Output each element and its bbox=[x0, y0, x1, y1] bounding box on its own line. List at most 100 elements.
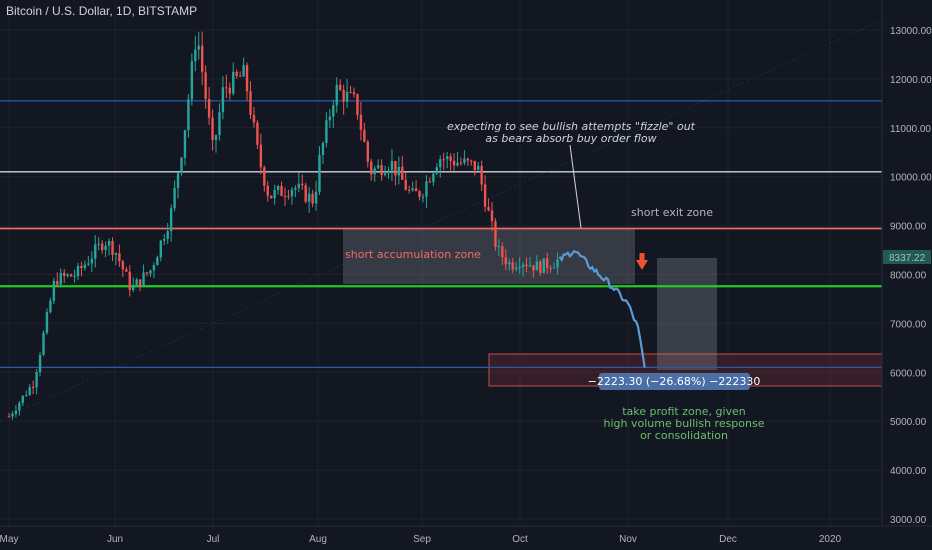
candle-body bbox=[521, 264, 525, 268]
candle-body bbox=[194, 49, 197, 62]
candle-body bbox=[25, 394, 28, 396]
candle-body bbox=[311, 193, 314, 204]
candle-body bbox=[439, 159, 442, 168]
candle-body bbox=[235, 71, 238, 76]
candle-body bbox=[504, 257, 507, 265]
candle-body bbox=[169, 208, 173, 232]
candle-body bbox=[156, 257, 159, 266]
candle-body bbox=[445, 156, 449, 160]
candle-body bbox=[66, 274, 69, 276]
y-tick-label: 7000.00 bbox=[890, 319, 927, 330]
candle-body bbox=[38, 354, 42, 373]
x-axis-ticks[interactable]: May Jun Jul Aug Sep Oct Nov Dec 2020 bbox=[0, 534, 842, 545]
note-pointer-line bbox=[569, 144, 582, 229]
candle-body bbox=[494, 221, 497, 247]
candle-body bbox=[283, 195, 287, 197]
candle-body bbox=[404, 179, 407, 190]
candle-body bbox=[142, 272, 145, 287]
candle-body bbox=[256, 122, 259, 145]
candle-body bbox=[218, 112, 221, 136]
candle-body bbox=[69, 274, 73, 277]
candle-body bbox=[280, 186, 283, 196]
candle-body bbox=[383, 173, 387, 176]
candle-body bbox=[228, 87, 231, 94]
candle-body bbox=[73, 276, 76, 278]
x-tick-label: Dec bbox=[719, 534, 737, 545]
candle-body bbox=[242, 65, 245, 77]
candle-body bbox=[452, 160, 456, 166]
candle-body bbox=[373, 168, 376, 175]
take-profit-line-2: high volume bullish response bbox=[603, 417, 764, 430]
candle-body bbox=[376, 165, 380, 169]
candle-body bbox=[128, 271, 131, 290]
candle-body bbox=[477, 165, 480, 171]
candle-body bbox=[104, 245, 107, 251]
candle-body bbox=[552, 267, 556, 269]
candle-body bbox=[49, 300, 52, 313]
x-tick-label: Aug bbox=[309, 534, 327, 545]
candle-body bbox=[201, 45, 204, 73]
candle-body bbox=[473, 160, 476, 171]
candle-body bbox=[370, 161, 373, 175]
candle-body bbox=[190, 61, 194, 100]
candle-body bbox=[314, 191, 318, 204]
candle-body bbox=[87, 263, 90, 265]
horizontal-levels bbox=[0, 100, 882, 369]
candle-body bbox=[197, 45, 200, 50]
candlestick-series bbox=[7, 31, 559, 420]
y-tick-label: 12000.00 bbox=[890, 75, 932, 86]
arrow-down-icon bbox=[636, 260, 648, 270]
candle-body bbox=[163, 238, 166, 241]
candle-body bbox=[52, 280, 56, 301]
x-tick-label: Nov bbox=[619, 534, 637, 545]
candle-body bbox=[397, 166, 401, 176]
candle-body bbox=[356, 94, 359, 115]
candle-body bbox=[418, 191, 421, 197]
measure-label-box bbox=[599, 373, 750, 390]
candle-body bbox=[270, 195, 273, 199]
candle-body bbox=[321, 143, 325, 156]
candle-body bbox=[466, 158, 470, 161]
candle-body bbox=[497, 246, 501, 248]
candle-body bbox=[287, 196, 290, 198]
candle-body bbox=[97, 243, 100, 245]
candle-body bbox=[414, 188, 418, 192]
candle-body bbox=[221, 87, 225, 113]
measure-range-box bbox=[657, 258, 717, 370]
candle-body bbox=[556, 259, 559, 268]
candle-body bbox=[111, 241, 114, 255]
candle-body bbox=[149, 270, 152, 274]
candle-body bbox=[11, 413, 14, 417]
candle-body bbox=[449, 156, 452, 161]
candle-body bbox=[31, 387, 35, 389]
candle-body bbox=[318, 155, 321, 192]
candle-body bbox=[535, 261, 539, 271]
candle-body bbox=[487, 206, 490, 211]
candle-body bbox=[35, 372, 38, 388]
candle-body bbox=[359, 114, 363, 130]
candle-body bbox=[173, 187, 176, 209]
candle-body bbox=[232, 71, 235, 94]
candle-body bbox=[470, 160, 473, 162]
candle-body bbox=[363, 129, 366, 142]
candle-body bbox=[425, 181, 428, 197]
candle-body bbox=[294, 187, 297, 190]
candle-body bbox=[435, 167, 438, 174]
candle-body bbox=[252, 114, 256, 123]
x-tick-label: Jun bbox=[107, 534, 123, 545]
candle-body bbox=[307, 193, 311, 202]
candle-body bbox=[263, 167, 266, 186]
current-price-tag bbox=[883, 250, 931, 264]
candle-body bbox=[118, 253, 121, 262]
candle-body bbox=[245, 65, 249, 92]
candle-body bbox=[176, 173, 180, 188]
candle-body bbox=[401, 166, 404, 180]
candle-body bbox=[114, 253, 118, 255]
y-axis-panel[interactable] bbox=[882, 0, 932, 550]
candle-body bbox=[125, 269, 128, 272]
y-axis-ticks: 3000.00 4000.00 5000.00 6000.00 7000.00 8000.… bbox=[890, 26, 932, 526]
candle-body bbox=[204, 72, 207, 99]
candle-body bbox=[366, 141, 369, 162]
y-tick-label: 9000.00 bbox=[890, 222, 927, 233]
